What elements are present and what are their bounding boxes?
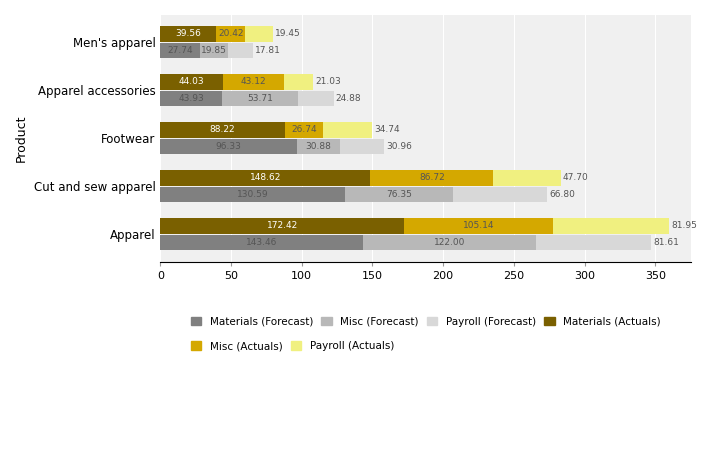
Text: 81.95: 81.95	[671, 221, 697, 230]
Text: 122.00: 122.00	[434, 238, 465, 247]
Bar	[160, 187, 345, 203]
Bar	[160, 235, 363, 251]
Text: 96.33: 96.33	[215, 142, 241, 151]
Bar	[370, 170, 493, 186]
Text: 27.74: 27.74	[167, 46, 193, 55]
Text: 81.61: 81.61	[653, 238, 679, 247]
Text: 143.46: 143.46	[246, 238, 277, 247]
Bar	[223, 91, 299, 106]
Bar	[285, 122, 323, 138]
Bar	[341, 139, 384, 154]
Bar	[296, 139, 341, 154]
Text: 44.03: 44.03	[178, 77, 204, 86]
Bar	[536, 235, 651, 251]
Text: 130.59: 130.59	[237, 190, 269, 199]
Bar	[223, 74, 284, 89]
Text: 19.45: 19.45	[274, 29, 301, 39]
Text: 17.81: 17.81	[255, 46, 281, 55]
Bar	[216, 26, 245, 41]
Text: 30.96: 30.96	[386, 142, 412, 151]
Bar	[200, 43, 228, 58]
Text: 53.71: 53.71	[247, 94, 273, 103]
Bar	[553, 218, 669, 234]
Text: 76.35: 76.35	[386, 190, 412, 199]
Text: 26.74: 26.74	[292, 125, 317, 134]
Bar	[160, 43, 200, 58]
Text: 43.12: 43.12	[240, 77, 266, 86]
Text: 47.70: 47.70	[562, 173, 589, 182]
Bar	[404, 218, 553, 234]
Bar	[363, 235, 536, 251]
Bar	[299, 91, 333, 106]
Text: 43.93: 43.93	[178, 94, 204, 103]
Bar	[345, 187, 453, 203]
Text: 34.74: 34.74	[374, 125, 400, 134]
Text: 21.03: 21.03	[316, 77, 341, 86]
Bar	[160, 170, 370, 186]
Text: 20.42: 20.42	[218, 29, 243, 39]
Text: 19.85: 19.85	[201, 46, 227, 55]
Text: 105.14: 105.14	[463, 221, 494, 230]
Legend: Misc (Actuals), Payroll (Actuals): Misc (Actuals), Payroll (Actuals)	[187, 337, 398, 356]
Text: 172.42: 172.42	[267, 221, 298, 230]
Bar	[493, 170, 560, 186]
Text: 39.56: 39.56	[176, 29, 201, 39]
Bar	[160, 26, 216, 41]
Text: 88.22: 88.22	[210, 125, 235, 134]
Bar	[284, 74, 314, 89]
Bar	[160, 74, 223, 89]
Y-axis label: Product: Product	[15, 114, 28, 162]
Bar	[160, 139, 296, 154]
Bar	[323, 122, 372, 138]
Text: 86.72: 86.72	[419, 173, 444, 182]
Text: 30.88: 30.88	[306, 142, 331, 151]
Bar	[245, 26, 272, 41]
Text: 24.88: 24.88	[336, 94, 361, 103]
Bar	[228, 43, 253, 58]
Bar	[160, 122, 285, 138]
Bar	[160, 91, 223, 106]
Bar	[453, 187, 547, 203]
Text: 148.62: 148.62	[250, 173, 281, 182]
Text: 66.80: 66.80	[550, 190, 575, 199]
Bar	[160, 218, 404, 234]
